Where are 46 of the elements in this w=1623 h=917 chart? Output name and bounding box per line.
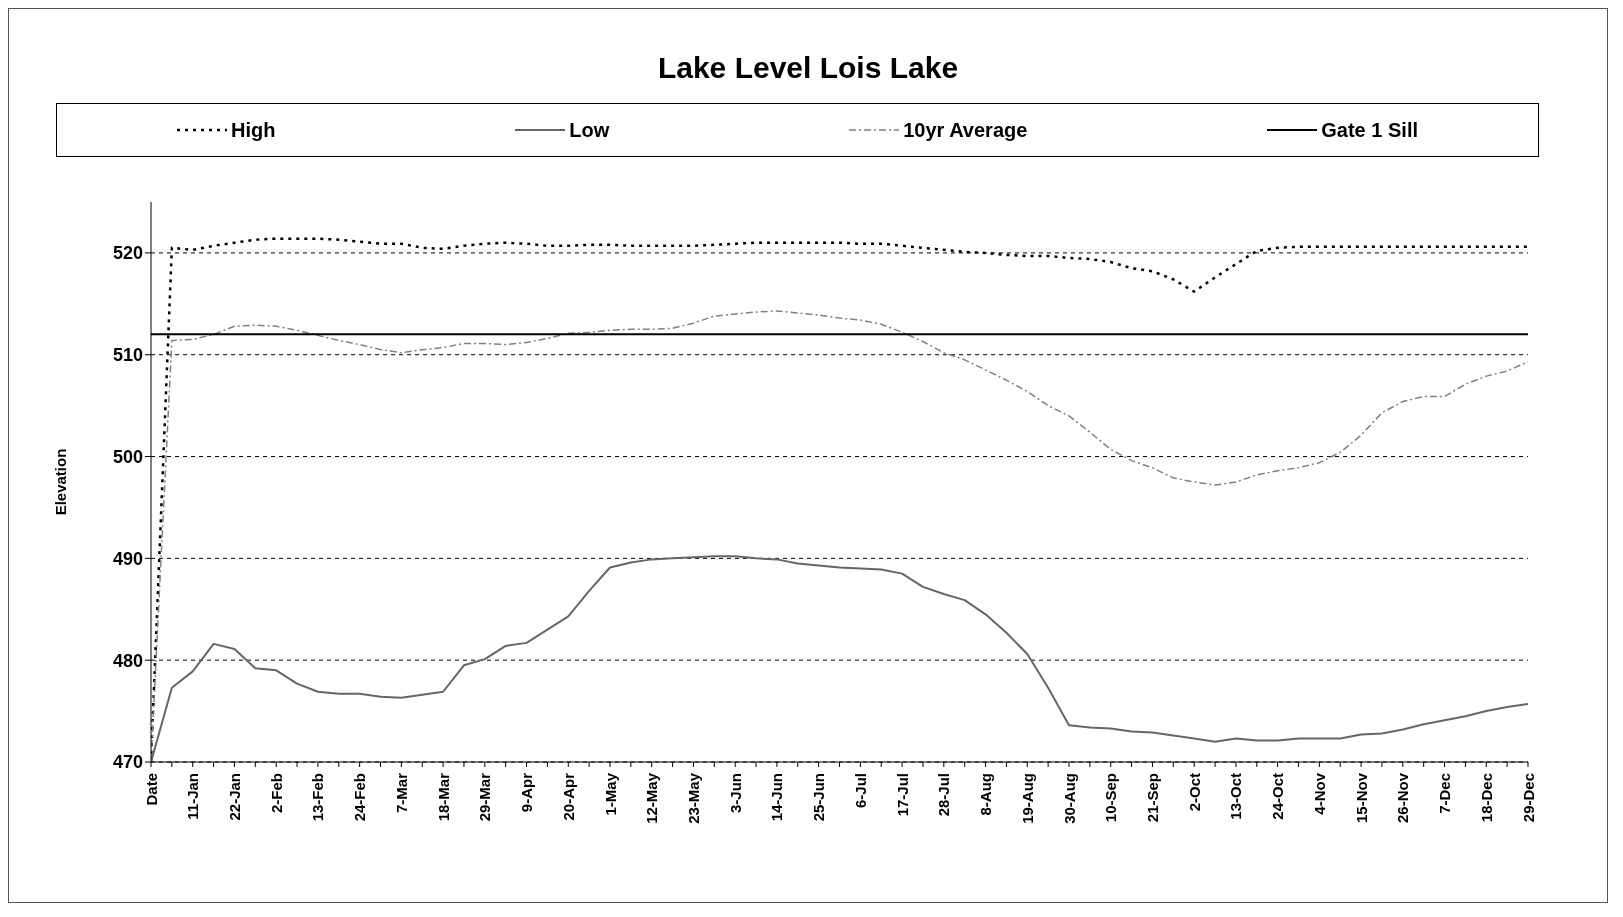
x-tick-label: 21-Sep — [1143, 773, 1161, 823]
legend-label: Low — [569, 118, 610, 142]
y-tick-label: 520 — [112, 243, 143, 264]
x-tick-label: 25-Jun — [810, 773, 828, 822]
y-tick-label: 480 — [112, 650, 143, 671]
x-tick-label: Date — [142, 773, 160, 806]
legend-label: Gate 1 Sill — [1321, 118, 1418, 142]
x-tick-label: 2-Oct — [1185, 773, 1203, 812]
x-tick-label: 15-Nov — [1352, 772, 1370, 824]
x-tick-label: 24-Oct — [1269, 773, 1287, 820]
legend-label: High — [230, 118, 276, 142]
x-tick-label: 1-May — [601, 772, 619, 816]
x-tick-label: 7-Mar — [392, 772, 410, 814]
x-tick-label: 20-Apr — [559, 772, 577, 821]
y-tick-label: 470 — [112, 752, 143, 773]
x-tick-label: 28-Jul — [935, 773, 953, 817]
x-tick-label: 8-Aug — [977, 773, 995, 816]
y-tick-label: 510 — [112, 345, 143, 366]
x-tick-label: 2-Feb — [267, 773, 285, 814]
x-tick-label: 10-Sep — [1102, 773, 1120, 823]
legend-label: 10yr Average — [903, 118, 1028, 142]
x-tick-label: 18-Mar — [434, 772, 452, 822]
x-tick-label: 14-Jun — [768, 773, 786, 822]
y-tick-label: 500 — [112, 446, 143, 467]
x-tick-label: 19-Aug — [1018, 773, 1036, 824]
x-tick-label: 30-Aug — [1060, 773, 1078, 824]
x-tick-label: 11-Jan — [184, 773, 202, 820]
x-tick-label: 12-May — [643, 772, 661, 824]
x-tick-label: 29-Dec — [1519, 773, 1537, 823]
x-tick-label: 18-Dec — [1477, 773, 1495, 823]
chart-title: Lake Level Lois Lake — [656, 51, 960, 85]
x-tick-label: 6-Jul — [851, 773, 869, 809]
x-tick-label: 22-Jan — [225, 773, 243, 821]
y-tick-label: 490 — [112, 548, 143, 569]
x-tick-label: 29-Mar — [476, 772, 494, 822]
x-tick-label: 13-Feb — [309, 773, 327, 822]
x-tick-label: 4-Nov — [1310, 772, 1328, 815]
x-tick-label: 7-Dec — [1436, 773, 1454, 814]
y-axis-title: Elevation — [52, 448, 70, 516]
x-tick-label: 17-Jul — [893, 773, 911, 817]
x-tick-label: 9-Apr — [518, 772, 536, 813]
x-tick-label: 26-Nov — [1394, 772, 1412, 824]
x-tick-label: 24-Feb — [351, 773, 369, 822]
x-tick-label: 3-Jun — [726, 773, 744, 814]
x-tick-label: 23-May — [684, 772, 702, 824]
x-tick-label: 13-Oct — [1227, 773, 1245, 820]
